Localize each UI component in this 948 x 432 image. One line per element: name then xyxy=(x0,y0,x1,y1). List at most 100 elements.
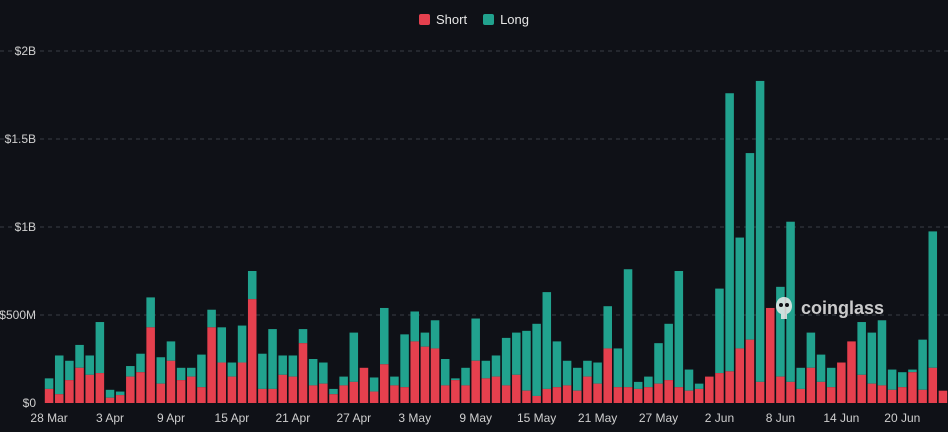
bar-short[interactable] xyxy=(918,389,927,403)
bar-long[interactable] xyxy=(796,367,805,389)
bar-stack[interactable] xyxy=(796,367,805,403)
bar-short[interactable] xyxy=(176,380,186,403)
bar-long[interactable] xyxy=(44,378,54,389)
bar-long[interactable] xyxy=(674,271,684,388)
bar-short[interactable] xyxy=(369,391,379,403)
bar-long[interactable] xyxy=(908,369,917,373)
bar-short[interactable] xyxy=(400,387,409,403)
bar-stack[interactable] xyxy=(339,376,348,403)
bar-long[interactable] xyxy=(75,344,84,368)
bar-short[interactable] xyxy=(806,367,816,403)
bar-stack[interactable] xyxy=(877,320,887,403)
bar-long[interactable] xyxy=(105,389,115,398)
bar-short[interactable] xyxy=(308,385,318,403)
bar-stack[interactable] xyxy=(938,390,948,403)
bar-long[interactable] xyxy=(126,366,135,377)
bar-stack[interactable] xyxy=(136,353,145,403)
bar-stack[interactable] xyxy=(684,369,694,403)
bar-stack[interactable] xyxy=(816,354,826,403)
bar-stack[interactable] xyxy=(95,322,105,403)
bar-long[interactable] xyxy=(715,288,724,374)
bar-stack[interactable] xyxy=(826,367,836,403)
bar-short[interactable] xyxy=(136,372,145,403)
bar-stack[interactable] xyxy=(562,360,572,403)
bar-long[interactable] xyxy=(156,357,166,384)
bar-short[interactable] xyxy=(380,364,389,403)
bar-stack[interactable] xyxy=(847,341,856,403)
bar-short[interactable] xyxy=(512,374,521,403)
bar-short[interactable] xyxy=(105,397,115,403)
bar-stack[interactable] xyxy=(837,362,846,403)
bar-long[interactable] xyxy=(339,376,348,386)
bar-stack[interactable] xyxy=(583,360,592,403)
bar-stack[interactable] xyxy=(603,306,612,403)
bar-short[interactable] xyxy=(857,374,866,403)
bar-long[interactable] xyxy=(684,369,694,391)
bar-long[interactable] xyxy=(725,93,734,372)
bar-stack[interactable] xyxy=(755,80,765,403)
bar-long[interactable] xyxy=(552,341,562,388)
bar-short[interactable] xyxy=(288,376,298,403)
bar-stack[interactable] xyxy=(654,343,663,403)
bar-short[interactable] xyxy=(197,387,206,403)
bar-short[interactable] xyxy=(329,394,338,403)
bar-long[interactable] xyxy=(572,367,582,391)
bar-short[interactable] xyxy=(298,343,308,403)
bar-stack[interactable] xyxy=(725,93,734,403)
bar-long[interactable] xyxy=(532,323,541,396)
bar-long[interactable] xyxy=(603,306,612,349)
bar-short[interactable] xyxy=(440,385,450,403)
bar-stack[interactable] xyxy=(390,376,399,403)
bar-short[interactable] xyxy=(247,299,257,403)
bar-short[interactable] xyxy=(410,341,420,403)
bar-long[interactable] xyxy=(857,322,866,375)
bar-long[interactable] xyxy=(227,362,237,377)
bar-short[interactable] xyxy=(684,390,694,403)
bar-short[interactable] xyxy=(664,380,673,403)
bar-stack[interactable] xyxy=(156,357,166,403)
bar-short[interactable] xyxy=(237,362,247,403)
bar-long[interactable] xyxy=(308,359,318,386)
bar-long[interactable] xyxy=(369,377,379,392)
bar-short[interactable] xyxy=(227,376,237,403)
bar-long[interactable] xyxy=(633,381,643,389)
bar-stack[interactable] xyxy=(776,286,785,403)
bar-short[interactable] xyxy=(908,372,917,403)
bar-long[interactable] xyxy=(928,231,938,368)
bar-long[interactable] xyxy=(481,360,491,379)
bar-stack[interactable] xyxy=(176,367,186,403)
bar-stack[interactable] xyxy=(298,329,308,403)
bar-stack[interactable] xyxy=(166,341,176,403)
bar-stack[interactable] xyxy=(115,391,125,403)
bar-short[interactable] xyxy=(593,383,602,403)
bar-long[interactable] xyxy=(440,359,450,386)
bar-stack[interactable] xyxy=(633,381,643,403)
bar-stack[interactable] xyxy=(491,355,501,403)
bar-stack[interactable] xyxy=(512,332,521,403)
bar-stack[interactable] xyxy=(542,292,552,403)
bar-long[interactable] xyxy=(187,367,196,377)
bar-short[interactable] xyxy=(603,348,612,403)
bar-long[interactable] xyxy=(491,355,501,377)
bar-stack[interactable] xyxy=(65,360,74,403)
bar-long[interactable] xyxy=(644,376,653,388)
bar-long[interactable] xyxy=(247,271,257,300)
bar-stack[interactable] xyxy=(146,297,155,403)
bar-long[interactable] xyxy=(54,355,64,395)
bar-long[interactable] xyxy=(217,327,227,363)
bar-short[interactable] xyxy=(613,387,623,403)
bar-long[interactable] xyxy=(166,341,176,361)
bar-long[interactable] xyxy=(877,320,887,386)
bar-stack[interactable] xyxy=(572,367,582,403)
bar-long[interactable] xyxy=(613,348,623,388)
bar-long[interactable] xyxy=(390,376,399,386)
bar-long[interactable] xyxy=(542,292,552,389)
bar-long[interactable] xyxy=(268,329,277,389)
bar-stack[interactable] xyxy=(126,366,135,403)
bar-long[interactable] xyxy=(806,332,816,368)
bar-stack[interactable] xyxy=(75,344,84,403)
bar-stack[interactable] xyxy=(887,369,897,403)
bar-long[interactable] xyxy=(146,297,155,328)
bar-short[interactable] xyxy=(420,346,430,403)
bar-short[interactable] xyxy=(633,388,643,403)
